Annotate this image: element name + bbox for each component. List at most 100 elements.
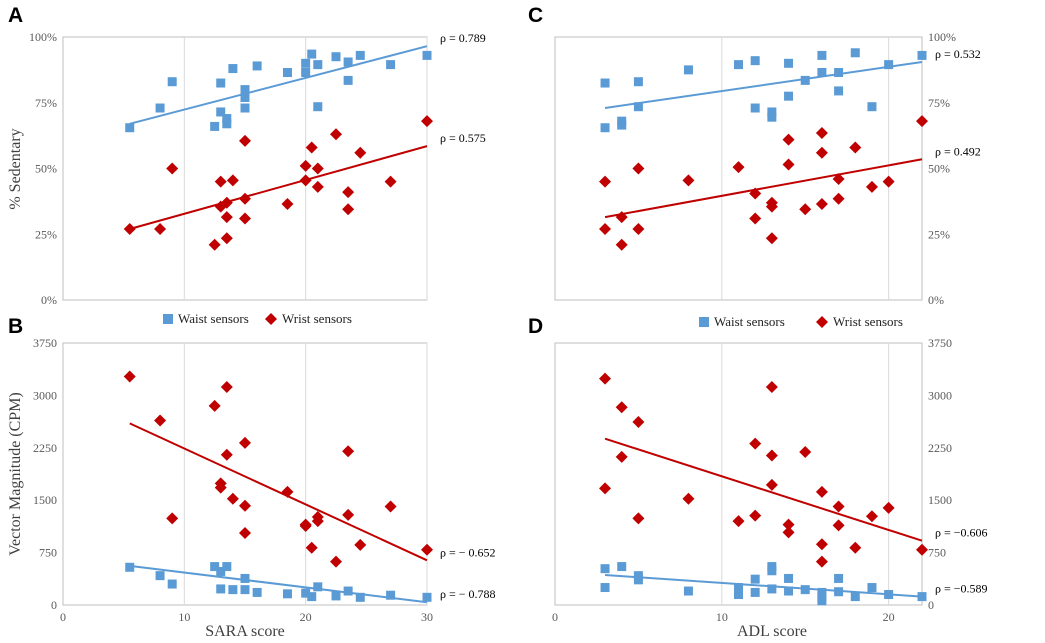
panel-a-waist-trendline (129, 45, 428, 125)
panel-c-waist-point (633, 102, 643, 112)
panel-b-x-tick-label: 20 (300, 610, 312, 624)
panel-b-waist-point (331, 591, 341, 601)
panel-c-waist-point (784, 91, 794, 101)
panel-a-wrist-point (214, 175, 227, 188)
panel-d-waist-point (734, 590, 743, 600)
panel-b-wrist-point (299, 520, 312, 533)
panel-b-y-tick-label: 0 (51, 598, 57, 612)
panel-a-wrist-point (342, 203, 355, 216)
panel-c-wrist-point (865, 180, 878, 193)
panel-a-waist-point (386, 60, 396, 70)
panel-d-wrist-point (849, 541, 862, 554)
panel-b-waist-point (210, 562, 220, 572)
panel-d-y-tick-label: 1500 (928, 493, 952, 507)
panel-d-wrist-point (882, 501, 895, 514)
panel-d-wrist-trendline (604, 437, 923, 542)
panel-a-chart: 0% 25% 50% 75% 100% ρ = 0.789 ρ = 0.575 (29, 30, 486, 307)
panel-a-plot-frame (62, 36, 428, 301)
panel-a-wrist-point (311, 162, 324, 175)
panel-c-y-tick-label: 100% (928, 30, 956, 44)
panel-b-wrist-point (220, 381, 233, 394)
panel-a-wrist-point (305, 141, 318, 154)
panel-c-wrist-point (882, 175, 895, 188)
panel-c-wrist-point (815, 198, 828, 211)
panel-a-waist-point (125, 123, 135, 133)
panel-b-wrist-point (123, 370, 136, 383)
panel-a-wrist-point (220, 232, 233, 245)
panel-b-waist-point (307, 592, 317, 602)
legend-top-wrist-label: Wrist sensors (282, 311, 352, 326)
panel-b-x-tick-label: 30 (421, 610, 433, 624)
panel-b-wrist-point (311, 515, 324, 528)
panel-a-wrist-trendline (129, 145, 428, 230)
legend-top: Waist sensors Wrist sensors (163, 311, 352, 326)
panel-d-waist-point (617, 562, 627, 572)
panel-c-plot-frame (554, 36, 923, 301)
panel-a-waist-point (240, 85, 250, 95)
panel-b-waist-point (216, 566, 226, 576)
panel-c-waist-point (767, 112, 777, 122)
panel-letter-a: A (8, 4, 23, 27)
panel-c-waist-trendline (604, 60, 923, 109)
panel-d-waist-point (867, 583, 877, 593)
panel-c-wrist-point (849, 141, 862, 154)
legend-top-waist-marker (163, 314, 173, 324)
panel-c-wrist-point (632, 162, 645, 175)
panel-a-waist-point (355, 50, 365, 60)
panel-b-waist-point (240, 585, 250, 595)
panel-b-waist-point (252, 587, 262, 597)
panel-b-wrist-point (421, 543, 433, 556)
panel-c-wrist-point (599, 222, 612, 235)
panel-c-y-tick-label: 0% (928, 293, 944, 307)
panel-a-wrist-point (342, 186, 355, 199)
panel-c-wrist-point (632, 222, 645, 235)
panel-d-wrist-point (599, 482, 612, 495)
panel-c-y-tick-label: 75% (928, 96, 950, 110)
panel-a-waist-correlation-label: ρ = 0.789 (440, 31, 486, 45)
panel-d-wrist-point (682, 492, 695, 505)
panel-b-chart: 0 750 1500 2250 3000 3750 0 10 20 30 ρ = − 0.788 ρ … (33, 336, 496, 624)
panel-c-wrist-point (782, 133, 795, 146)
panel-a-wrist-point (281, 198, 294, 211)
panel-b-y-tick-label: 1500 (33, 493, 57, 507)
panel-c-waist-point (884, 60, 894, 70)
panel-a-waist-point (343, 75, 353, 85)
panel-d-y-tick-label: 2250 (928, 441, 952, 455)
panel-d-wrist-point (832, 519, 845, 532)
panel-d-wrist-point (832, 500, 845, 513)
panel-b-x-axis-label: SARA score (205, 623, 285, 640)
panel-b-wrist-point (239, 436, 251, 449)
panel-a-y-tick-label: 75% (35, 96, 57, 110)
panel-d-wrist-point (765, 449, 778, 462)
panel-d-waist-correlation-label: ρ = −0.589 (935, 582, 988, 596)
panel-d-wrist-point (749, 437, 762, 450)
panel-c-wrist-point (732, 161, 745, 174)
panel-a-wrist-point (330, 128, 342, 141)
legend-bottom: Waist sensors Wrist sensors (699, 314, 903, 329)
panel-a-y-tick-label: 100% (29, 30, 57, 44)
panel-b-waist-point (301, 588, 311, 598)
legend-bottom-wrist-marker (816, 316, 828, 328)
panel-a-waist-point (222, 119, 232, 129)
panel-a-waist-point (343, 57, 353, 67)
panel-a-waist-point (301, 58, 311, 68)
panel-d-waist-point (767, 584, 777, 594)
panel-c-waist-point (617, 120, 627, 130)
panel-d-waist-point (767, 566, 777, 576)
panel-d-waist-point (817, 596, 827, 606)
panel-b-waist-point (216, 584, 226, 594)
panel-d-x-tick-label: 10 (716, 610, 728, 624)
panel-d-x-tick-label: 0 (552, 610, 558, 624)
panel-a-wrist-correlation-label: ρ = 0.575 (440, 131, 486, 145)
panel-b-wrist-trendline (129, 422, 428, 562)
panel-b-wrist-point (305, 541, 318, 554)
panel-c-waist-point (750, 56, 760, 66)
panel-d-waist-point (633, 575, 643, 585)
panel-a-wrist-point (421, 115, 433, 128)
panel-a-y-axis-label: % Sedentary (7, 128, 24, 209)
panel-b-wrist-point (208, 399, 221, 412)
legend-bottom-waist-marker (699, 317, 709, 327)
panel-a-waist-point (222, 114, 232, 124)
panel-d-wrist-point (749, 509, 762, 522)
panel-d-y-tick-label: 3000 (928, 388, 952, 402)
